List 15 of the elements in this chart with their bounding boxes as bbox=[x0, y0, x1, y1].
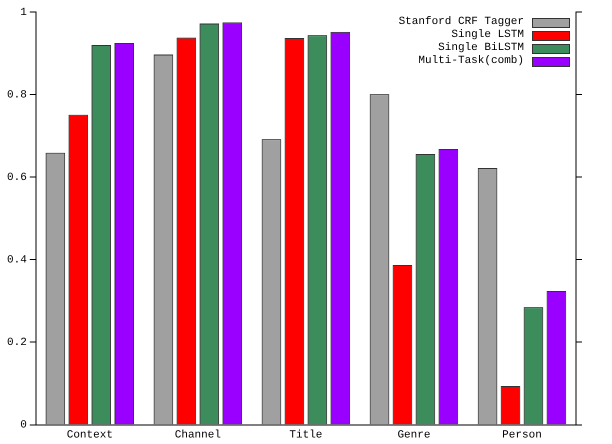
y-tick-label: 0.6 bbox=[6, 172, 27, 184]
y-tick-label: 1 bbox=[20, 6, 28, 19]
x-tick-label: Channel bbox=[174, 429, 221, 442]
y-tick-label: 0.4 bbox=[6, 254, 28, 267]
legend-label: Single BiLSTM bbox=[438, 42, 524, 55]
x-tick-label: Person bbox=[502, 429, 542, 442]
x-tick-label: Genre bbox=[397, 429, 430, 442]
x-tick-label: Context bbox=[66, 429, 113, 442]
legend-label: Multi-Task(comb) bbox=[418, 55, 524, 68]
y-tick-label: 0 bbox=[20, 420, 27, 432]
legend-label: Stanford CRF Tagger bbox=[398, 16, 524, 29]
y-tick-label: 0.2 bbox=[6, 337, 27, 350]
legend-label: Single LSTM bbox=[451, 29, 524, 42]
y-tick-label: 0.8 bbox=[6, 89, 27, 102]
x-tick-label: Title bbox=[289, 429, 322, 442]
